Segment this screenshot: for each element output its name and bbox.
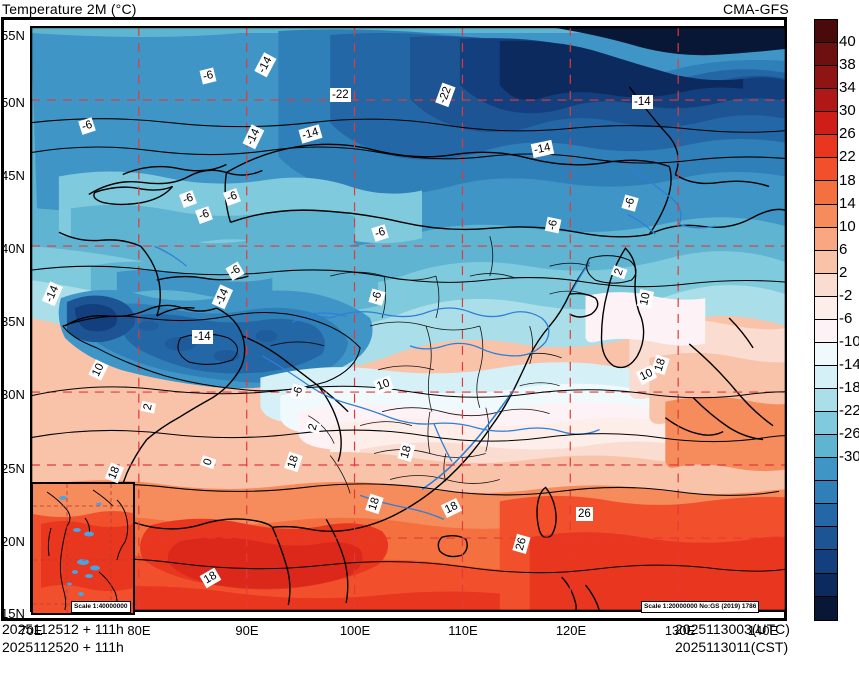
contour-label: -22	[330, 88, 351, 102]
contour-label: -6	[544, 216, 562, 234]
colorbar-band	[815, 389, 837, 413]
main-scale-label: Scale 1:20000000 No:GS (2019) 1786	[641, 601, 760, 613]
y-tick-20n: 20N	[1, 534, 25, 549]
colorbar-tick: 6	[839, 240, 848, 258]
colorbar-band	[815, 573, 837, 597]
colorbar-tick: -14	[839, 356, 859, 374]
y-tick-30n: 30N	[1, 387, 25, 402]
contour-label: 26	[576, 507, 593, 521]
colorbar-band	[815, 365, 837, 389]
y-tick-25n: 25N	[1, 461, 25, 476]
colorbar-tick: 2	[839, 263, 848, 281]
colorbar-band	[815, 20, 837, 44]
colorbar-tick: -2	[839, 286, 853, 304]
init-time-utc-label: 2025112512 + 111h	[2, 621, 124, 637]
temperature-map[interactable]	[30, 26, 787, 612]
colorbar-tick: 10	[839, 217, 856, 235]
colorbar-band	[815, 43, 837, 67]
colorbar-tick: 30	[839, 102, 856, 120]
colorbar-band	[815, 250, 837, 274]
colorbar-band	[815, 550, 837, 574]
colorbar-tick: 34	[839, 79, 856, 97]
x-tick-100e: 100E	[339, 623, 371, 638]
contour-label: -14	[632, 95, 653, 109]
y-tick-50n: 50N	[1, 95, 25, 110]
temperature-colorbar[interactable]	[814, 19, 838, 621]
x-tick-90e: 90E	[235, 623, 259, 638]
colorbar-tick: 18	[839, 171, 856, 189]
colorbar-band	[815, 112, 837, 136]
y-tick-15n: 15N	[1, 606, 25, 621]
colorbar-tick: -10	[839, 333, 859, 351]
x-tick-70e: 70E	[19, 623, 43, 638]
x-tick-110e: 110E	[448, 623, 478, 638]
colorbar-band	[815, 435, 837, 459]
init-time-cst-label: 2025112520 + 111h	[2, 639, 124, 655]
colorbar-tick: -30	[839, 448, 859, 466]
colorbar-band	[815, 342, 837, 366]
colorbar-band	[815, 181, 837, 205]
colorbar-tick: -6	[839, 310, 853, 327]
colorbar-tick: -18	[839, 379, 859, 397]
y-tick-40n: 40N	[1, 241, 25, 256]
model-name-label: CMA-GFS	[723, 1, 789, 17]
colorbar-tick: -26	[839, 425, 859, 443]
colorbar-tick: -22	[839, 402, 859, 420]
colorbar-band	[815, 66, 837, 90]
south-china-sea-inset-map[interactable]: Scale 1:40000000	[31, 482, 135, 615]
colorbar-band	[815, 89, 837, 113]
inset-scale-label: Scale 1:40000000	[71, 601, 131, 613]
valid-time-utc-label: 2025113003(UTC)	[675, 621, 790, 637]
colorbar-band	[815, 412, 837, 436]
colorbar-band	[815, 319, 837, 343]
colorbar-band	[815, 596, 837, 620]
colorbar-band	[815, 458, 837, 482]
colorbar-tick: 26	[839, 125, 856, 143]
x-tick-140e: 140E	[747, 623, 779, 638]
colorbar-band	[815, 273, 837, 297]
y-tick-55n: 55N	[1, 28, 25, 43]
colorbar-band	[815, 481, 837, 505]
x-tick-80e: 80E	[127, 623, 151, 638]
colorbar-band	[815, 204, 837, 228]
y-tick-35n: 35N	[1, 314, 25, 329]
colorbar-band	[815, 296, 837, 320]
colorbar-band	[815, 135, 837, 159]
colorbar-band	[815, 227, 837, 251]
x-tick-130e: 130E	[664, 623, 696, 638]
colorbar-tick: 40	[839, 33, 856, 51]
valid-time-cst-label: 2025113011(CST)	[675, 639, 789, 655]
colorbar-tick-labels: 40 38 34 30 26 22 18 14 10 6 2 -2 -6 -10 -14 -18 -22 -26 -…	[836, 19, 859, 619]
y-tick-45n: 45N	[1, 168, 25, 183]
colorbar-band	[815, 527, 837, 551]
contour-label: -14	[192, 330, 213, 344]
x-tick-120e: 120E	[555, 623, 587, 638]
colorbar-band	[815, 158, 837, 182]
colorbar-tick: 14	[839, 194, 856, 212]
colorbar-band	[815, 504, 837, 528]
colorbar-tick: 22	[839, 148, 856, 166]
page-title: Temperature 2M (°C)	[2, 1, 137, 17]
colorbar-tick: 38	[839, 56, 856, 74]
